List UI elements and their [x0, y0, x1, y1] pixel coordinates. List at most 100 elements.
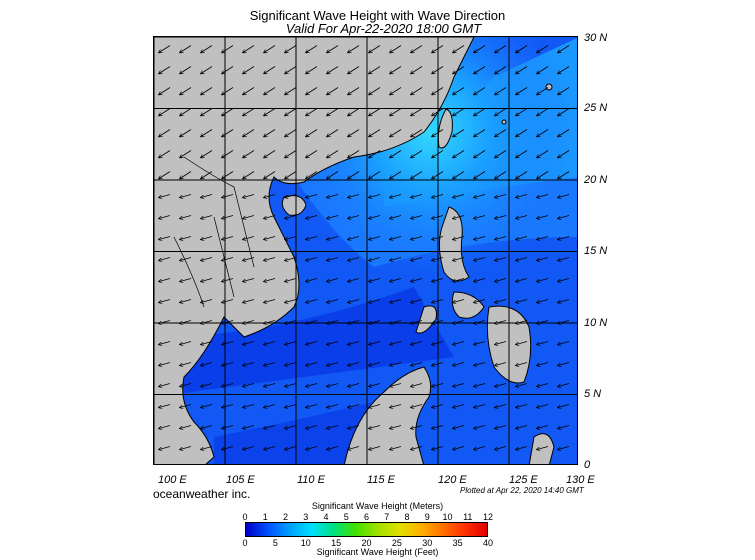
wave-arrow [327, 129, 339, 137]
colorbar-meters-tick: 5 [343, 512, 349, 522]
land-islet-2 [501, 119, 507, 125]
wave-arrow [159, 278, 171, 282]
wave-arrow [222, 108, 234, 116]
wave-arrow [537, 194, 549, 198]
wave-arrow [348, 108, 360, 116]
wave-arrow [264, 129, 276, 137]
wave-arrow [474, 129, 486, 137]
wave-arrow [453, 446, 465, 450]
colorbar-meters-tick: 3 [303, 512, 309, 522]
wave-arrow [432, 236, 444, 240]
wave-arrow [537, 446, 549, 450]
wave-arrow [348, 341, 360, 345]
wave-arrow [537, 87, 549, 95]
wave-arrow [180, 383, 192, 387]
wave-arrow [159, 236, 171, 240]
wave-arrow [222, 341, 234, 345]
wave-arrow [264, 383, 276, 387]
wave-arrow [558, 278, 570, 282]
wave-arrow [285, 404, 297, 408]
wave-arrow [558, 257, 570, 261]
wave-arrow [159, 171, 171, 179]
wave-arrow [222, 129, 234, 137]
wave-arrow [432, 320, 444, 324]
wave-arrow [516, 299, 528, 303]
wave-arrow [159, 425, 171, 429]
wave-arrow [348, 299, 360, 303]
lat-label-20n: 20 N [584, 174, 608, 186]
wave-arrow [306, 278, 318, 282]
wave-arrow [264, 404, 276, 408]
wave-arrow [327, 362, 339, 366]
wave-arrow [264, 236, 276, 240]
wave-arrow [537, 404, 549, 408]
wave-arrow [369, 404, 381, 408]
wave-arrow [369, 299, 381, 303]
land-borneo [343, 366, 432, 464]
wave-arrow [432, 150, 444, 158]
wave-arrow [243, 194, 255, 198]
wave-arrow [348, 446, 360, 450]
colorbar-feet-tick: 40 [482, 538, 494, 548]
wave-arrow [201, 236, 213, 240]
wave-arrow [558, 194, 570, 198]
wave-arrow [222, 45, 234, 53]
wave-arrow [390, 278, 402, 282]
wave-arrow [432, 45, 444, 53]
lon-label-125e: 125 E [509, 474, 538, 486]
wave-arrow [495, 66, 507, 74]
wave-arrow [558, 87, 570, 95]
wave-arrow [180, 66, 192, 74]
wave-arrow [264, 257, 276, 261]
wave-arrow [495, 236, 507, 240]
wave-arrow [285, 236, 297, 240]
wave-arrow [285, 278, 297, 282]
colorbar-feet-tick: 30 [422, 538, 433, 548]
wave-arrow [243, 299, 255, 303]
wave-arrow [495, 215, 507, 219]
wave-arrow [348, 320, 360, 324]
wave-arrow [537, 45, 549, 53]
wave-arrow [264, 446, 276, 450]
wave-arrow [474, 215, 486, 219]
wave-arrow [516, 236, 528, 240]
wave-arrow [369, 215, 381, 219]
wave-arrow [453, 87, 465, 95]
wave-direction-arrows [159, 45, 570, 450]
wave-arrow [537, 362, 549, 366]
colorbar-meters-tick: 10 [442, 512, 453, 522]
map-title: Significant Wave Height with Wave Direct… [249, 8, 506, 23]
wave-arrow [201, 150, 213, 158]
wave-arrow [411, 341, 423, 345]
wave-arrow [243, 446, 255, 450]
wave-arrow [180, 171, 192, 179]
wave-height-map [153, 36, 578, 465]
wave-arrow [180, 236, 192, 240]
wave-arrow [327, 320, 339, 324]
wave-arrow [474, 236, 486, 240]
land-palawan [415, 305, 437, 334]
wave-arrow [516, 171, 528, 179]
wave-arrow [285, 108, 297, 116]
wave-arrow [306, 66, 318, 74]
wave-arrow [159, 108, 171, 116]
wave-arrow [495, 45, 507, 53]
wave-arrow [159, 129, 171, 137]
wave-arrow [516, 404, 528, 408]
wave-arrow [264, 320, 276, 324]
wave-arrow [411, 171, 423, 179]
wave-arrow [474, 257, 486, 261]
wave-arrow [285, 383, 297, 387]
wave-arrow [264, 341, 276, 345]
colorbar-feet-tick: 5 [272, 538, 278, 548]
wave-arrow [201, 383, 213, 387]
wave-arrow [348, 257, 360, 261]
wave-arrow [474, 341, 486, 345]
wave-arrow [474, 194, 486, 198]
wave-arrow [432, 257, 444, 261]
wave-arrow [453, 341, 465, 345]
wave-arrow [537, 129, 549, 137]
wave-arrow [285, 171, 297, 179]
wave-arrow [306, 236, 318, 240]
wave-arrow [495, 404, 507, 408]
